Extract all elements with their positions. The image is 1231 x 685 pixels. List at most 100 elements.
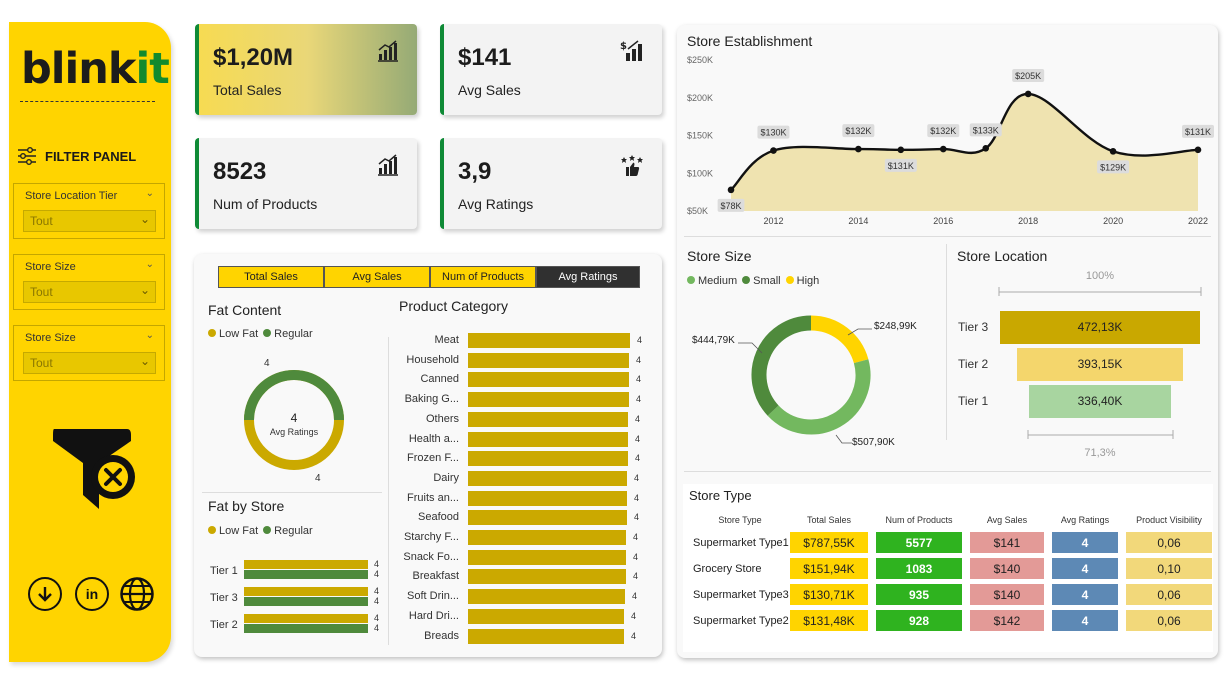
category-label: Starchy F... xyxy=(403,531,459,543)
category-value: 4 xyxy=(632,591,638,602)
slicer-label: Store Size xyxy=(25,261,76,273)
linkedin-icon[interactable]: in xyxy=(75,577,109,611)
slice-label-medium: $507,90K xyxy=(852,437,895,448)
data-point xyxy=(855,145,862,153)
slicer-store-size-2[interactable]: Store Size ⌄ Tout ⌄ xyxy=(13,325,165,381)
data-point xyxy=(727,186,735,194)
cell-spacer xyxy=(1118,532,1126,553)
data-label: $133K xyxy=(973,125,999,135)
filter-panel-heading: FILTER PANEL xyxy=(17,147,136,165)
globe-icon[interactable] xyxy=(119,576,155,612)
svg-text:$: $ xyxy=(620,41,627,52)
dollar-chart-icon: $ xyxy=(620,40,642,61)
tier-label: Tier 1 xyxy=(210,565,238,577)
bar-growth-icon xyxy=(378,40,398,62)
category-row: Breakfast 4 xyxy=(395,568,655,585)
cell-spacer xyxy=(962,532,970,553)
data-label-bg xyxy=(717,198,745,212)
funnel-bottom-bracket xyxy=(1027,430,1174,439)
category-bar xyxy=(468,589,625,605)
category-bar xyxy=(468,569,626,585)
slicer-store-location-tier[interactable]: Store Location Tier ⌄ Tout ⌄ xyxy=(13,183,165,239)
donut-label-top: 4 xyxy=(264,358,270,369)
table-row[interactable]: Supermarket Type1 $787,55K 5577 $141 4 0,06 xyxy=(690,532,1212,553)
cell-spacer xyxy=(1118,584,1126,605)
chevron-down-icon[interactable]: ⌄ xyxy=(145,188,154,199)
data-label-bg xyxy=(927,124,960,138)
category-row: Health a... 4 xyxy=(395,431,655,448)
category-row: Seafood 4 xyxy=(395,509,655,526)
funnel-tier-label: Tier 2 xyxy=(958,357,989,371)
table-row[interactable]: Supermarket Type2 $131,48K 928 $142 4 0,06 xyxy=(690,610,1212,631)
slicer-dropdown[interactable]: Tout ⌄ xyxy=(23,210,156,232)
slicer-dropdown[interactable]: Tout ⌄ xyxy=(23,281,156,303)
donut-label-bottom: 4 xyxy=(315,473,321,484)
column-header[interactable]: Avg Sales xyxy=(986,515,1028,525)
blinkit-logo: blinkit xyxy=(21,44,170,94)
cell-sales: $131,48K xyxy=(790,610,868,631)
slicer-dropdown[interactable]: Tout ⌄ xyxy=(23,352,156,374)
table-row[interactable]: Grocery Store $151,94K 1083 $140 4 0,10 xyxy=(690,558,1212,579)
cell-num: 1083 xyxy=(876,558,962,579)
donut-slice-medium xyxy=(767,359,871,435)
category-value: 4 xyxy=(636,354,642,365)
logo-divider xyxy=(20,101,155,102)
cell-rating: 4 xyxy=(1052,532,1118,553)
category-label: Soft Drin... xyxy=(407,590,459,603)
category-value: 4 xyxy=(633,532,639,542)
fat-content-donut xyxy=(244,370,344,470)
column-header[interactable]: Store Type xyxy=(718,515,762,525)
table-row[interactable]: Supermarket Type3 $130,71K 935 $140 4 0,06 xyxy=(690,584,1212,605)
slicer-store-size[interactable]: Store Size ⌄ Tout ⌄ xyxy=(13,254,165,310)
fat-content-legend: Low Fat Regular xyxy=(208,328,313,340)
category-label: Breads xyxy=(424,629,459,642)
column-header[interactable]: Avg Ratings xyxy=(1060,515,1110,525)
category-value: 4 xyxy=(637,335,643,345)
category-bar xyxy=(468,490,627,506)
x-tick-label: 2020 xyxy=(1103,216,1123,226)
data-label-bg xyxy=(884,158,917,172)
bar-value: 4 xyxy=(374,596,380,606)
category-row: Household 4 xyxy=(395,352,655,369)
legend-item-low-fat: Low Fat xyxy=(208,525,258,537)
tab-avg-ratings[interactable]: Avg Ratings xyxy=(536,266,640,288)
bar-low-fat xyxy=(244,614,368,623)
data-point xyxy=(897,146,905,154)
tab-num-products[interactable]: Num of Products xyxy=(430,266,536,288)
clear-filter-icon[interactable] xyxy=(51,427,137,517)
column-header[interactable]: Total Sales xyxy=(806,515,852,525)
funnel-bar: 472,13K xyxy=(1000,311,1200,344)
donut-slice-small xyxy=(751,315,812,416)
bar-regular xyxy=(244,624,368,633)
category-label: Snack Fo... xyxy=(403,550,459,563)
x-tick-label: 2018 xyxy=(1018,216,1038,226)
category-value: 4 xyxy=(635,413,641,424)
tab-total-sales[interactable]: Total Sales xyxy=(218,266,324,288)
category-label: Breakfast xyxy=(412,570,459,583)
cell-spacer xyxy=(1044,584,1052,605)
column-header[interactable]: Num of Products xyxy=(885,515,953,525)
cell-sales: $787,55K xyxy=(790,532,868,553)
data-point xyxy=(1024,90,1032,98)
kpi-avg-sales: $141 Avg Sales $ xyxy=(440,24,662,115)
download-icon[interactable] xyxy=(28,577,62,611)
data-point xyxy=(939,145,947,153)
bar-value: 4 xyxy=(374,586,380,596)
category-label: Fruits an... xyxy=(407,491,459,504)
category-row: Breads 4 xyxy=(395,628,655,645)
cell-num: 5577 xyxy=(876,532,962,553)
cell-spacer xyxy=(1044,558,1052,579)
y-tick-label: $200K xyxy=(687,93,713,103)
fat-by-store-legend: Low Fat Regular xyxy=(208,525,313,537)
tab-avg-sales[interactable]: Avg Sales xyxy=(324,266,430,288)
cell-avg: $141 xyxy=(970,532,1044,553)
cell-name: Grocery Store xyxy=(693,562,762,575)
column-header[interactable]: Product Visibility xyxy=(1136,515,1202,525)
chevron-down-icon[interactable]: ⌄ xyxy=(145,330,154,341)
category-value: 4 xyxy=(633,551,639,562)
bar-low-fat xyxy=(244,587,368,596)
chevron-down-icon[interactable]: ⌄ xyxy=(145,259,154,270)
data-label: $131K xyxy=(888,161,914,171)
